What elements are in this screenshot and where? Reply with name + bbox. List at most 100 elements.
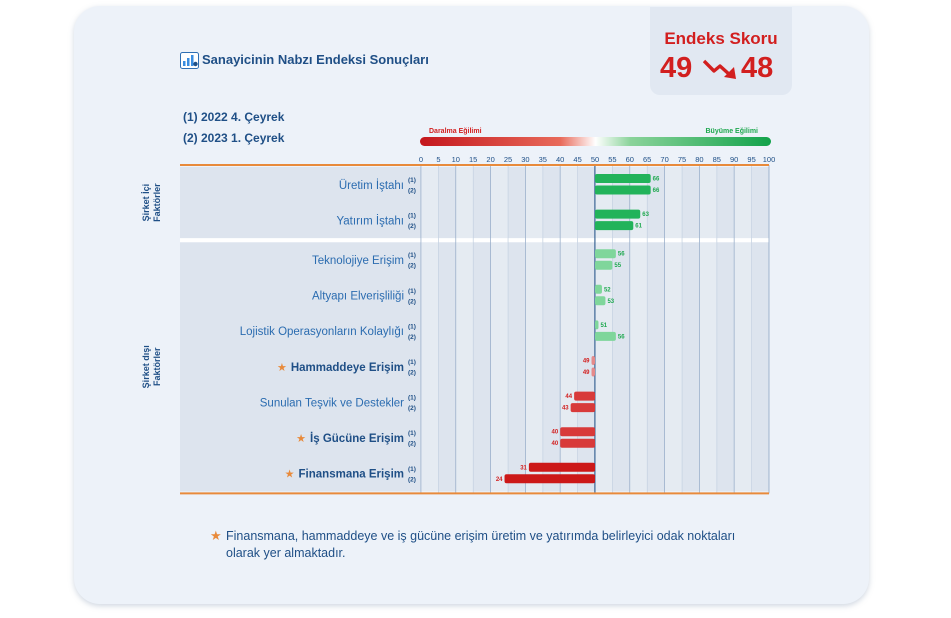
bar-value-label: 31 [520,465,527,471]
bar [591,367,595,377]
x-tick-label: 40 [556,155,564,164]
grid-column [629,165,648,494]
bar [595,174,651,183]
x-tick-label: 55 [608,155,616,164]
bar [595,296,606,306]
bar [595,249,616,259]
series-marker: (1) [408,395,416,402]
star-icon: ★ [285,469,295,481]
x-tick-label: 15 [469,155,477,164]
grid-column [699,165,717,494]
series-marker: (1) [408,252,416,259]
bar [570,403,595,413]
bar [595,284,602,294]
star-icon: ★ [277,362,287,374]
category-label: Teknolojiye Erişim [312,255,404,267]
x-tick-label: 0 [419,155,423,164]
series-marker: (2) [408,370,416,377]
series-marker: (2) [408,263,416,270]
series-marker: (2) [408,405,416,412]
bar [504,474,595,484]
series-marker: (1) [408,323,416,330]
star-icon: ★ [210,528,222,543]
x-tick-label: 95 [747,155,755,164]
group-label: Faktörler [152,183,162,222]
x-tick-label: 30 [521,155,529,164]
x-tick-label: 60 [626,155,634,164]
score-current: 48 [741,52,774,84]
bar [560,427,595,437]
category-label: Lojistik Operasyonların Kolaylığı [240,326,404,338]
bar-value-label: 49 [583,359,590,365]
bar-value-label: 55 [614,263,621,269]
bar-value-label: 66 [653,177,660,183]
x-tick-label: 50 [591,155,599,164]
bar [595,185,651,195]
x-tick-label: 85 [713,155,721,164]
star-icon: ★ [296,433,306,445]
bar [560,438,595,448]
x-tick-label: 80 [695,155,703,164]
x-tick-label: 20 [486,155,494,164]
bar-value-label: 63 [642,212,649,218]
series-marker: (2) [408,476,416,483]
bar [574,391,595,401]
gradient-legend-bar [420,137,771,146]
period-legend-1: (1) 2022 4. Çeyrek [183,110,285,124]
bar [595,260,613,270]
bar-value-label: 40 [552,430,559,436]
bar [595,221,634,231]
bar-value-label: 49 [583,370,590,376]
series-marker: (2) [408,188,416,195]
grid-column [525,165,543,494]
bar-value-label: 66 [653,188,660,194]
x-tick-label: 100 [763,155,776,164]
grid-column [664,165,682,494]
bar-value-label: 51 [600,323,607,329]
legend-left-label: Daralma Eğilimi [429,128,482,135]
trend-down-arrow-icon [703,59,736,79]
grid-column [490,165,508,494]
x-tick-label: 90 [730,155,738,164]
x-tick-label: 10 [452,155,460,164]
page-title: Sanayicinin Nabzı Endeksi Sonuçları [202,52,429,67]
category-label: Üretim İştahı [339,179,404,192]
category-label: Yatırım İştahı [336,214,404,227]
bar [595,320,599,330]
series-marker: (2) [408,223,416,230]
score-previous: 49 [660,52,693,84]
x-tick-label: 25 [504,155,512,164]
legend-right-label: Büyüme Eğilimi [705,128,758,135]
period-legend-2: (2) 2023 1. Çeyrek [183,131,285,145]
bar-value-label: 43 [562,406,569,412]
series-marker: (1) [408,466,416,473]
grid-column [734,165,752,494]
series-marker: (2) [408,334,416,341]
bar-value-label: 56 [618,334,625,340]
bar [591,356,595,365]
group-panel [180,242,769,492]
score-box [650,7,792,95]
group-separator [180,238,769,243]
bar [595,331,616,341]
series-marker: (2) [408,298,416,305]
x-tick-label: 45 [573,155,581,164]
x-tick-label: 35 [539,155,547,164]
bar-value-label: 52 [604,287,611,293]
grid-column [455,165,474,494]
series-marker: (2) [408,441,416,448]
group-label: Şirket dışı [141,345,151,388]
category-label: Finansmana Erişim [299,469,404,481]
category-label: Altyapı Elverişliliği [312,291,404,303]
grid-column [421,165,439,494]
bar [595,209,641,219]
series-marker: (1) [408,213,416,220]
bar-value-label: 24 [496,477,503,483]
grid-column [595,165,613,494]
series-marker: (1) [408,430,416,437]
chart-icon [180,52,199,69]
bar-value-label: 40 [552,441,559,447]
x-tick-label: 75 [678,155,686,164]
group-panel [180,167,769,239]
